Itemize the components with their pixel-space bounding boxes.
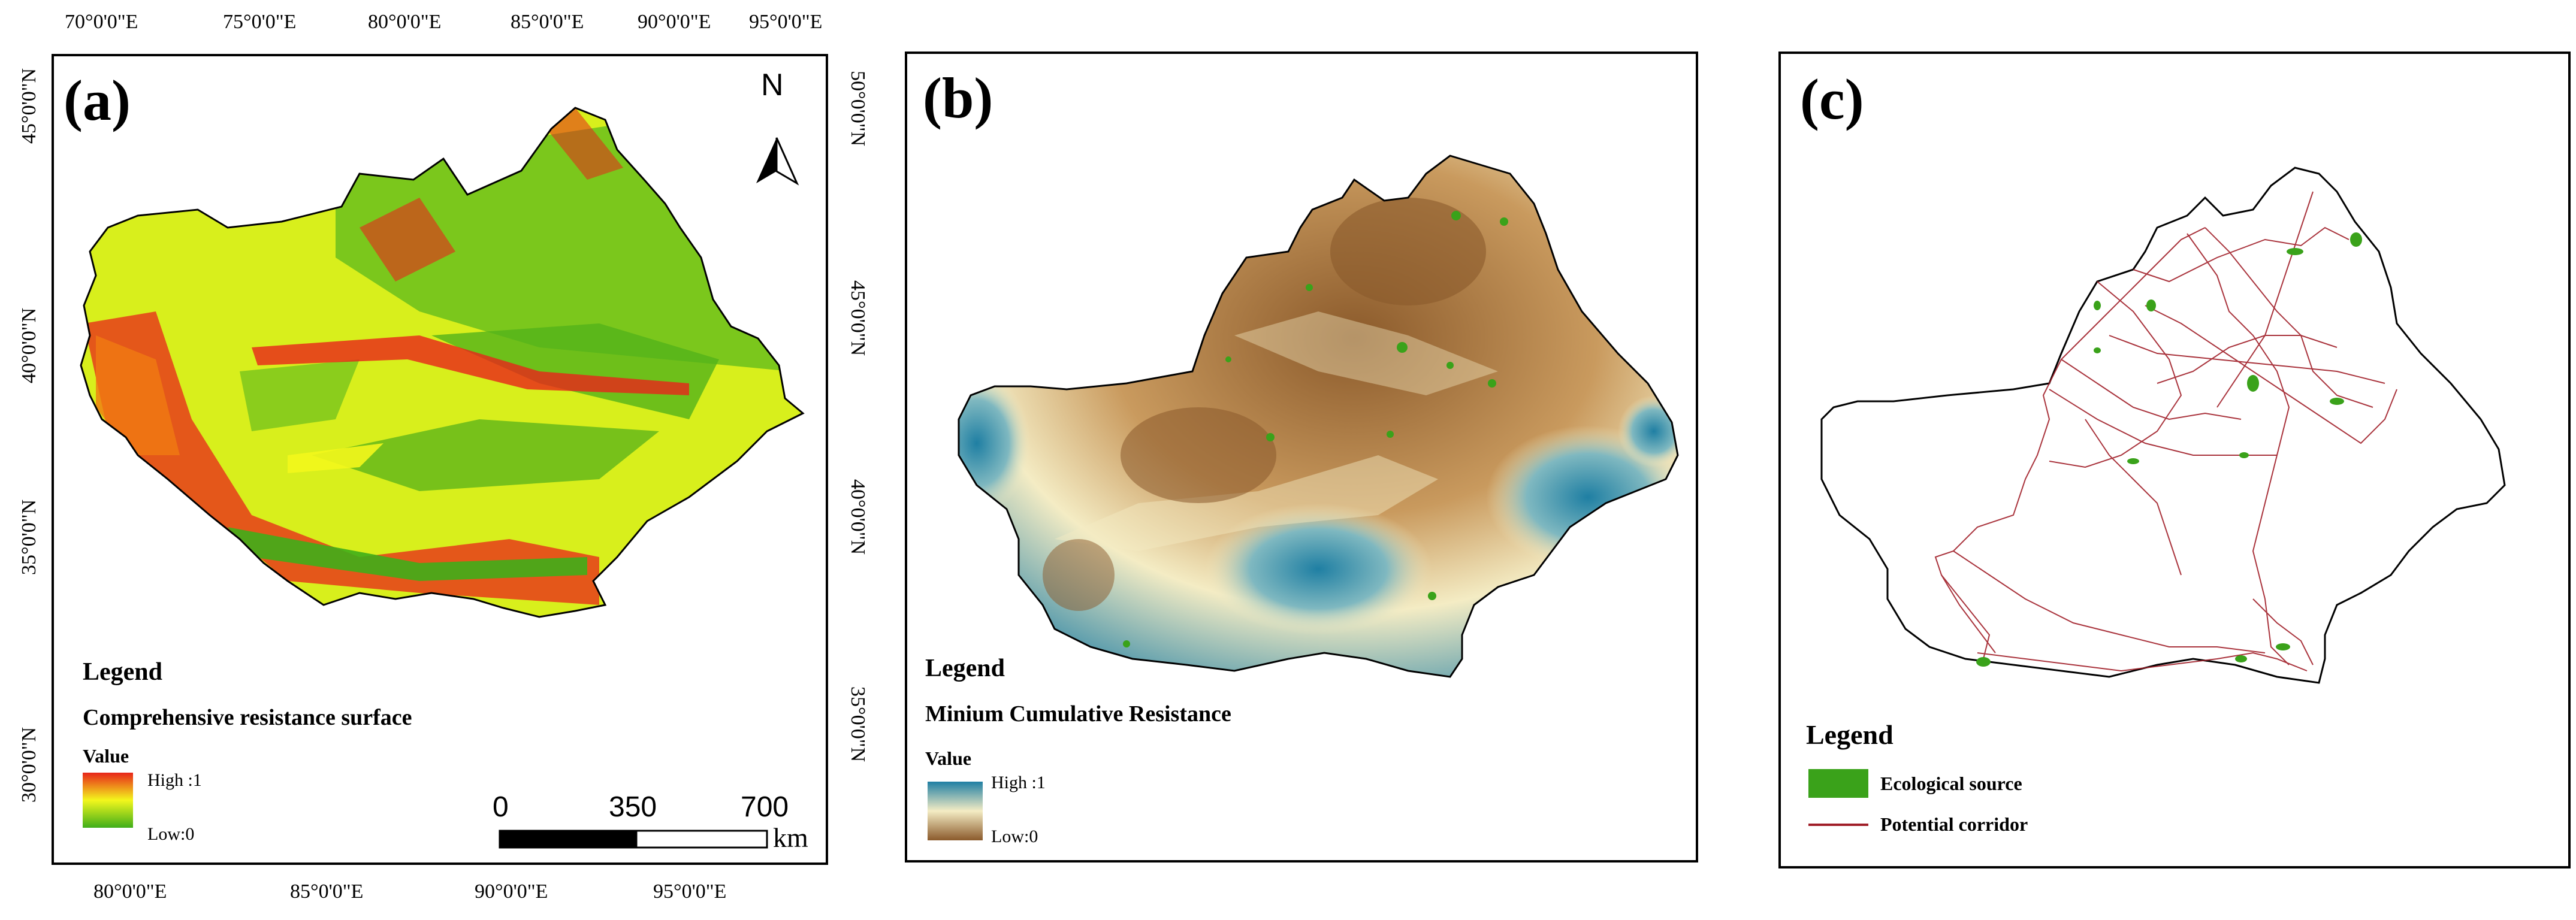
panel-a-top-tick: 85°0'0"E: [511, 11, 584, 33]
panel-c-label: (c): [1800, 67, 1864, 131]
panel-a-top-tick: 70°0'0"E: [65, 11, 138, 33]
panel-a-top-tick: 90°0'0"E: [638, 11, 711, 33]
panel-a-bottom-tick: 95°0'0"E: [653, 880, 727, 903]
legend-a-high: High :1: [147, 770, 202, 790]
legend-a-gradient: [83, 773, 133, 828]
legend-b-value: Value: [925, 748, 972, 769]
panel-a-bottom-tick: 80°0'0"E: [93, 880, 167, 903]
panel-a-top-tick: 95°0'0"E: [749, 11, 823, 33]
panel-a-left-tick: 40°0'0"N: [18, 307, 40, 383]
legend-a-value: Value: [83, 745, 129, 767]
panel-a-left-tick: 30°0'0"N: [18, 727, 40, 803]
scale-unit: km: [773, 822, 808, 853]
panel-a-right-tick: 35°0'0"N: [847, 686, 869, 762]
scale-label-700: 700: [741, 791, 789, 823]
panel-a-top-tick: 75°0'0"E: [223, 11, 297, 33]
scale-label-350: 350: [609, 791, 657, 823]
legend-a-low: Low:0: [147, 824, 195, 844]
legend-b-title: Legend: [925, 655, 1005, 682]
panel-b-map: [958, 155, 1679, 678]
panel-a-right-tick: 40°0'0"N: [847, 479, 869, 555]
panel-a-label: (a): [64, 68, 131, 132]
legend-b-gradient: [928, 782, 983, 840]
panel-a-right-tick: 45°0'0"N: [847, 280, 869, 356]
legend-a-subtitle: Comprehensive resistance surface: [83, 705, 412, 730]
panel-a-left-tick: 45°0'0"N: [18, 68, 40, 144]
legend-c-title: Legend: [1806, 719, 1894, 750]
panel-a-right-tick: 50°0'0"N: [847, 71, 869, 147]
panel-a-top-tick: 80°0'0"E: [368, 11, 442, 33]
legend-b-subtitle: Minium Cumulative Resistance: [925, 701, 1231, 727]
scale-bar: [499, 830, 768, 849]
panel-c-map: [1820, 167, 2506, 684]
scale-label-0: 0: [493, 791, 509, 823]
legend-b-low: Low:0: [991, 827, 1038, 846]
north-label: N: [761, 68, 784, 102]
legend-c-source-swatch: [1808, 769, 1868, 798]
legend-b-high: High :1: [991, 773, 1046, 792]
panel-a-bottom-tick: 90°0'0"E: [475, 880, 548, 903]
panel-b-label: (b): [923, 66, 993, 130]
legend-a-title: Legend: [83, 658, 163, 686]
legend-c-source-label: Ecological source: [1880, 773, 2022, 794]
panel-a-bottom-tick: 85°0'0"E: [290, 880, 364, 903]
panel-a-left-tick: 35°0'0"N: [18, 499, 40, 575]
north-arrow-icon: [756, 137, 799, 186]
legend-c-corridor-label: Potential corridor: [1880, 813, 2028, 835]
